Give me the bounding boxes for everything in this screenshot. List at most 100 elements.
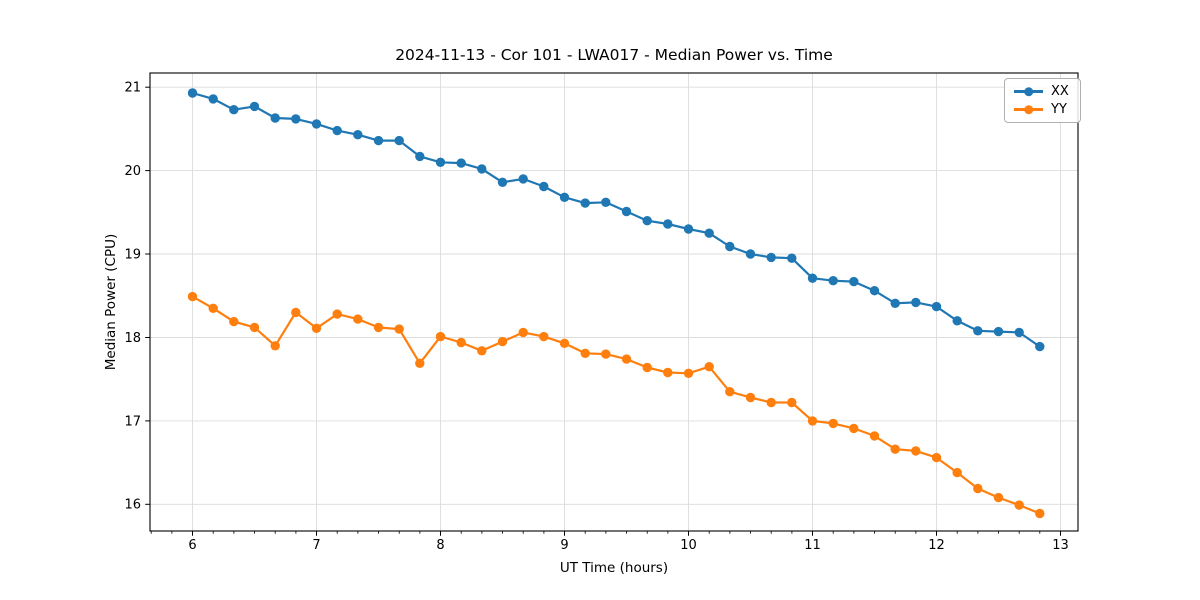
y-axis-label: Median Power (CPU) [103,233,119,371]
series-XX-marker [311,119,322,129]
series-YY-marker [373,322,384,333]
series-YY-marker [353,314,363,324]
series-YY-marker [332,309,342,319]
series-YY-marker [311,323,322,333]
series-XX-marker [745,249,756,259]
series-YY-marker [394,324,404,334]
x-tick-label: 11 [804,538,821,553]
x-tick-label: 13 [1052,538,1069,553]
series-YY-marker [559,338,570,348]
plot-border [149,72,1079,532]
legend-marker-icon [1023,86,1034,97]
series-XX-marker [580,198,590,208]
series-YY-marker [1035,508,1045,519]
series-YY-marker [249,322,260,333]
series-XX-marker [725,241,735,252]
series-XX-marker [849,276,859,287]
series-XX-marker [270,113,280,123]
legend-label-xx: XX [1051,84,1069,99]
series-XX-marker [787,253,797,263]
series-YY-marker [415,358,425,368]
series-XX-marker [869,286,880,296]
series-YY-marker [993,492,1004,503]
series-YY-marker [518,327,528,338]
y-tick-label: 18 [124,331,141,346]
series-YY-marker [621,354,632,364]
series-YY-marker [828,418,838,429]
series-XX-marker [249,101,260,112]
series-XX-marker [456,158,466,168]
series-YY-marker [229,316,239,327]
series-YY-marker [580,348,590,358]
series-YY-marker [745,392,756,403]
series-YY-marker [725,387,735,397]
legend-label-yy: YY [1051,102,1067,117]
series-XX-marker [353,130,363,140]
series-XX-marker [1014,327,1024,338]
series-YY-marker [931,452,942,463]
series-YY-marker [1014,500,1024,510]
series-YY-marker [787,397,797,408]
series-XX-marker [890,298,900,308]
series-XX-marker [931,301,942,312]
series-XX-marker [559,192,570,202]
series-YY-marker [952,467,962,478]
series-XX-marker [993,326,1004,337]
series-YY-marker [291,307,301,318]
series-XX-marker [828,276,838,286]
series-YY-marker [849,423,859,434]
series-YY-marker [456,337,466,348]
x-tick-label: 7 [312,538,320,553]
series-XX-marker [704,228,714,238]
series-XX-marker [208,94,218,104]
series-XX-marker [663,219,673,229]
series-YY-marker [208,303,218,313]
y-tick-label: 19 [124,247,141,262]
series-XX-marker [187,88,198,98]
series-XX-marker [332,125,342,136]
series-YY-marker [973,483,983,494]
series-XX-marker [766,252,776,263]
legend-marker-icon [1023,104,1034,115]
series-XX-marker [291,114,301,124]
series-XX-marker [497,177,508,187]
legend-entry-xx: XX [1014,85,1069,98]
series-XX-marker [394,135,404,146]
series-YY-marker [766,397,776,408]
series-YY-marker [683,368,694,378]
series-YY-marker [270,341,280,351]
chart-title: 2024-11-13 - Cor 101 - LWA017 - Median P… [395,46,833,64]
x-tick-label: 9 [560,538,568,553]
x-tick-label: 8 [436,538,444,553]
series-YY-marker [869,431,880,441]
series-XX-marker [1035,341,1045,352]
series-XX-marker [229,105,239,115]
series-YY-marker [187,291,198,302]
series-XX-marker [435,157,446,167]
series-XX-marker [952,316,962,326]
legend-swatch-xx [1014,86,1043,97]
x-tick-label: 12 [928,538,945,553]
y-tick-label: 21 [124,81,141,96]
series-XX-marker [642,216,652,226]
series-XX-marker [518,174,528,184]
legend-swatch-yy [1014,104,1043,115]
series-YY-marker [663,367,673,378]
series-XX-marker [621,206,632,217]
x-axis-label: UT Time (hours) [559,560,669,576]
series-YY-marker [435,331,446,342]
series-YY-marker [539,331,549,342]
series-YY-marker [890,444,900,454]
series-YY-marker [642,362,652,373]
series-XX-marker [683,224,694,234]
series-YY-marker [601,349,611,359]
series-XX-line [192,91,1041,348]
y-tick-label: 20 [124,164,141,179]
series-XX-marker [539,181,549,192]
series-YY-marker [497,336,508,347]
series-XX-marker [911,297,921,308]
series-XX-marker [807,273,818,283]
y-tick-label: 16 [124,498,141,513]
